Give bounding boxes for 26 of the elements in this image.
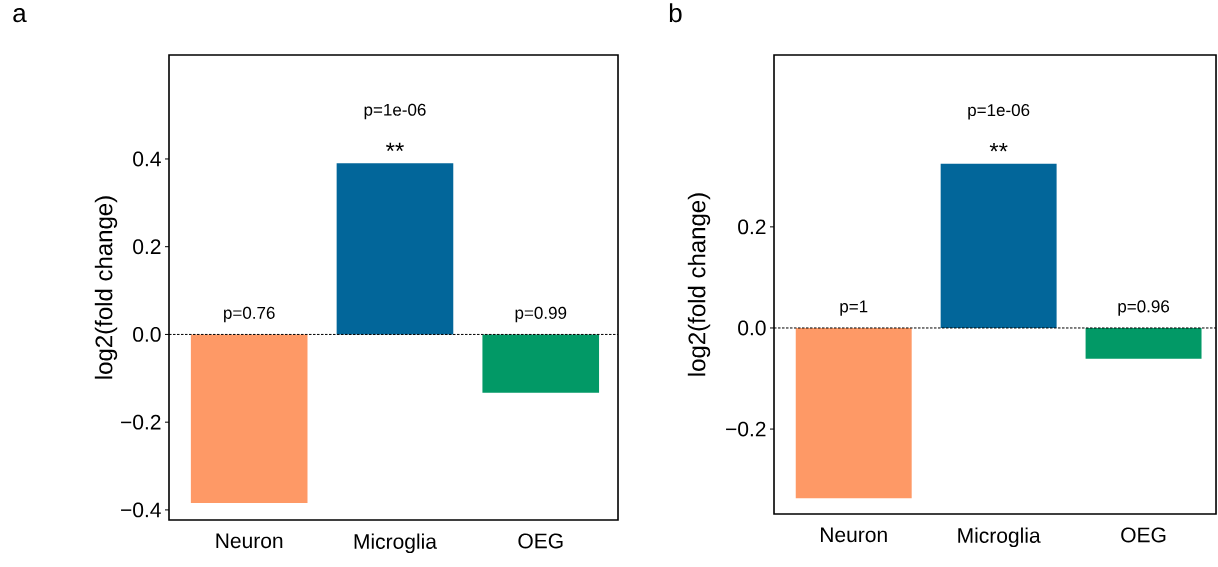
annotation: p=1: [840, 300, 868, 316]
y-axis-title: log2(fold change): [94, 196, 118, 379]
annotation: p=1e-06: [364, 103, 426, 120]
y-tick-label: 0.2: [133, 239, 161, 255]
chart-title: a: [13, 8, 27, 23]
chart-title: b: [669, 3, 682, 23]
x-tick-label: Neuron: [216, 533, 283, 549]
annotation: **: [386, 142, 404, 152]
y-tick-label: −0.2: [121, 414, 161, 430]
x-tick-label: OEG: [518, 533, 563, 549]
annotation: **: [989, 142, 1008, 152]
x-tick-label: Microglia: [354, 533, 437, 554]
y-axis-title: log2(fold change): [687, 193, 711, 376]
x-tick-label: Neuron: [821, 527, 887, 543]
y-tick-label: 0.0: [133, 327, 161, 342]
y-tick-label: −0.2: [726, 421, 766, 437]
y-tick-label: 0.0: [738, 320, 766, 336]
annotation: p=0.96: [1118, 300, 1170, 316]
y-tick-label: 0.2: [738, 219, 766, 235]
y-tick-label: 0.4: [133, 151, 161, 167]
y-tick-label: −0.4: [121, 502, 161, 518]
x-tick-label: OEG: [1121, 527, 1166, 543]
annotation: p=1e-06: [968, 104, 1030, 120]
x-tick-label: Microglia: [958, 527, 1041, 548]
annotation: p=0.76: [224, 306, 275, 323]
annotation: p=0.99: [515, 306, 567, 323]
